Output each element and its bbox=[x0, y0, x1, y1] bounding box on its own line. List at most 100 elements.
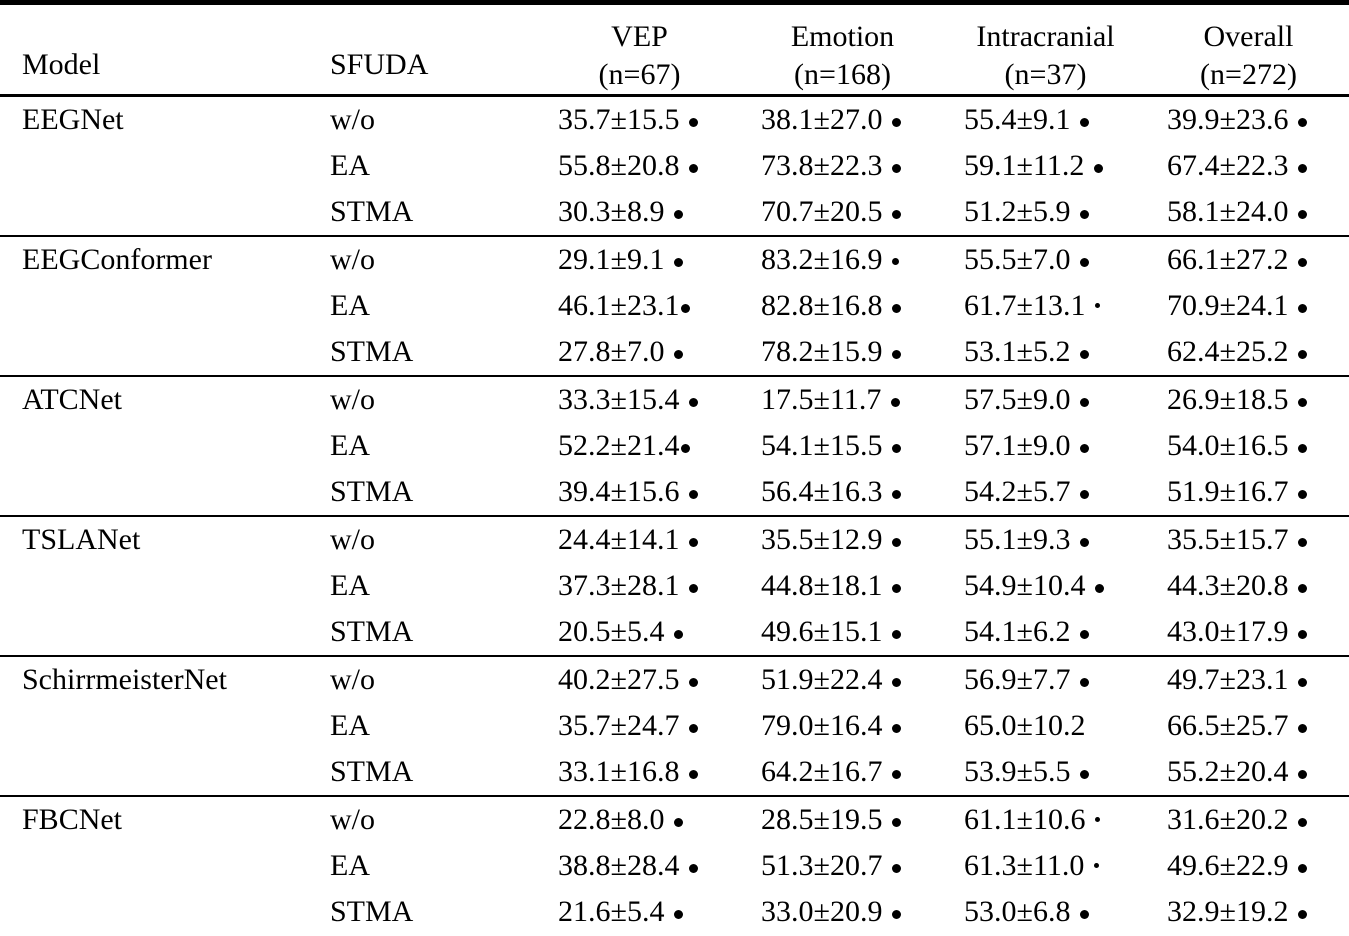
score-value: 70.9±24.1 bbox=[1167, 289, 1289, 322]
score-value: 57.5±9.0 bbox=[964, 383, 1071, 416]
significance-dot-icon bbox=[689, 538, 699, 547]
sfuda-cell: EA bbox=[330, 849, 370, 882]
significance-dot-icon bbox=[1080, 910, 1090, 919]
score-cell: 43.0±17.9 bbox=[1147, 609, 1349, 656]
sfuda-cell: STMA bbox=[330, 195, 414, 228]
significance-dot-icon bbox=[1080, 678, 1090, 687]
significance-dot-icon bbox=[892, 818, 902, 827]
score-value: 39.4±15.6 bbox=[558, 475, 680, 508]
significance-dot-icon bbox=[892, 210, 902, 219]
score-value: 51.2±5.9 bbox=[964, 195, 1071, 228]
significance-dot-icon bbox=[892, 490, 902, 499]
table-row: STMA 27.8±7.0 78.2±15.9 53.1±5.2 62.4±25… bbox=[0, 329, 1349, 376]
score-value: 66.5±25.7 bbox=[1167, 709, 1289, 742]
table-row: EEGNet w/o 35.7±15.5 38.1±27.0 55.4±9.1 … bbox=[0, 96, 1349, 144]
score-cell: 53.1±5.2 bbox=[944, 329, 1147, 376]
score-cell: 54.1±15.5 bbox=[741, 423, 944, 469]
significance-dot-icon bbox=[1298, 538, 1308, 547]
significance-dot-icon bbox=[681, 304, 691, 313]
score-cell: 35.5±12.9 bbox=[741, 516, 944, 563]
score-cell: 38.1±27.0 bbox=[741, 96, 944, 144]
sfuda-cell: STMA bbox=[330, 755, 414, 788]
score-cell: 79.0±16.4 bbox=[741, 703, 944, 749]
score-value: 31.6±20.2 bbox=[1167, 803, 1289, 836]
score-value: 24.4±14.1 bbox=[558, 523, 680, 556]
score-cell: 51.3±20.7 bbox=[741, 843, 944, 889]
table-row: EA 35.7±24.7 79.0±16.4 65.0±10.2 66.5±25… bbox=[0, 703, 1349, 749]
score-value: 39.9±23.6 bbox=[1167, 103, 1289, 136]
score-cell: 24.4±14.1 bbox=[538, 516, 741, 563]
score-cell: 56.4±16.3 bbox=[741, 469, 944, 516]
significance-dot-icon bbox=[892, 164, 902, 173]
score-cell: 57.1±9.0 bbox=[944, 423, 1147, 469]
score-cell: 35.7±15.5 bbox=[538, 96, 741, 144]
score-value: 58.1±24.0 bbox=[1167, 195, 1289, 228]
model-cell: ATCNet bbox=[22, 383, 122, 416]
score-value: 35.5±12.9 bbox=[761, 523, 883, 556]
table-row: EA 38.8±28.4 51.3±20.7 61.3±11.0 49.6±22… bbox=[0, 843, 1349, 889]
score-value: 44.8±18.1 bbox=[761, 569, 883, 602]
score-cell: 51.9±22.4 bbox=[741, 656, 944, 703]
table-row: STMA 20.5±5.4 49.6±15.1 54.1±6.2 43.0±17… bbox=[0, 609, 1349, 656]
significance-dot-icon bbox=[1298, 304, 1308, 313]
score-value: 26.9±18.5 bbox=[1167, 383, 1289, 416]
column-header-overall: Overall (n=272) bbox=[1147, 3, 1349, 96]
table-row: STMA 30.3±8.9 70.7±20.5 51.2±5.9 58.1±24… bbox=[0, 189, 1349, 236]
score-cell: 54.2±5.7 bbox=[944, 469, 1147, 516]
score-value: 53.1±5.2 bbox=[964, 335, 1071, 368]
score-cell: 70.9±24.1 bbox=[1147, 283, 1349, 329]
score-cell: 65.0±10.2 bbox=[944, 703, 1147, 749]
significance-dot-icon bbox=[689, 584, 699, 593]
score-cell: 22.8±8.0 bbox=[538, 796, 741, 843]
score-cell: 49.6±22.9 bbox=[1147, 843, 1349, 889]
score-value: 53.9±5.5 bbox=[964, 755, 1071, 788]
table-row: EA 55.8±20.8 73.8±22.3 59.1±11.2 67.4±22… bbox=[0, 143, 1349, 189]
table-row: STMA 33.1±16.8 64.2±16.7 53.9±5.5 55.2±2… bbox=[0, 749, 1349, 796]
score-value: 67.4±22.3 bbox=[1167, 149, 1289, 182]
significance-dot-icon bbox=[892, 584, 902, 593]
model-group-atcnet: ATCNet w/o 33.3±15.4 17.5±11.7 57.5±9.0 … bbox=[0, 376, 1349, 516]
score-cell: 55.4±9.1 bbox=[944, 96, 1147, 144]
significance-dot-icon bbox=[1095, 817, 1101, 822]
score-cell: 51.2±5.9 bbox=[944, 189, 1147, 236]
score-cell: 21.6±5.4 bbox=[538, 889, 741, 935]
sfuda-cell: EA bbox=[330, 429, 370, 462]
significance-dot-icon bbox=[689, 724, 699, 733]
score-cell: 26.9±18.5 bbox=[1147, 376, 1349, 423]
significance-dot-icon bbox=[892, 258, 900, 265]
table-row: EEGConformer w/o 29.1±9.1 83.2±16.9 55.5… bbox=[0, 236, 1349, 283]
score-cell: 33.1±16.8 bbox=[538, 749, 741, 796]
score-cell: 54.0±16.5 bbox=[1147, 423, 1349, 469]
score-cell: 55.1±9.3 bbox=[944, 516, 1147, 563]
sfuda-cell: w/o bbox=[330, 103, 375, 136]
significance-dot-icon bbox=[689, 678, 699, 687]
score-value: 55.5±7.0 bbox=[964, 243, 1071, 276]
significance-dot-icon bbox=[674, 258, 684, 267]
significance-dot-icon bbox=[1080, 444, 1090, 453]
sfuda-cell: w/o bbox=[330, 523, 375, 556]
score-cell: 54.1±6.2 bbox=[944, 609, 1147, 656]
significance-dot-icon bbox=[1298, 444, 1308, 453]
model-cell: TSLANet bbox=[22, 523, 141, 556]
score-cell: 70.7±20.5 bbox=[741, 189, 944, 236]
score-cell: 78.2±15.9 bbox=[741, 329, 944, 376]
score-cell: 31.6±20.2 bbox=[1147, 796, 1349, 843]
sfuda-cell: STMA bbox=[330, 475, 414, 508]
significance-dot-icon bbox=[674, 210, 684, 219]
column-title: Emotion bbox=[790, 20, 895, 53]
score-value: 29.1±9.1 bbox=[558, 243, 665, 276]
significance-dot-icon bbox=[1080, 490, 1090, 499]
score-cell: 37.3±28.1 bbox=[538, 563, 741, 609]
score-cell: 51.9±16.7 bbox=[1147, 469, 1349, 516]
significance-dot-icon bbox=[1094, 164, 1104, 173]
sfuda-cell: w/o bbox=[330, 383, 375, 416]
significance-dot-icon bbox=[1080, 398, 1090, 407]
score-cell: 61.1±10.6 bbox=[944, 796, 1147, 843]
score-cell: 55.2±20.4 bbox=[1147, 749, 1349, 796]
significance-dot-icon bbox=[892, 444, 902, 453]
score-value: 61.3±11.0 bbox=[964, 849, 1085, 882]
score-cell: 39.4±15.6 bbox=[538, 469, 741, 516]
score-value: 35.7±15.5 bbox=[558, 103, 680, 136]
significance-dot-icon bbox=[1298, 350, 1308, 359]
